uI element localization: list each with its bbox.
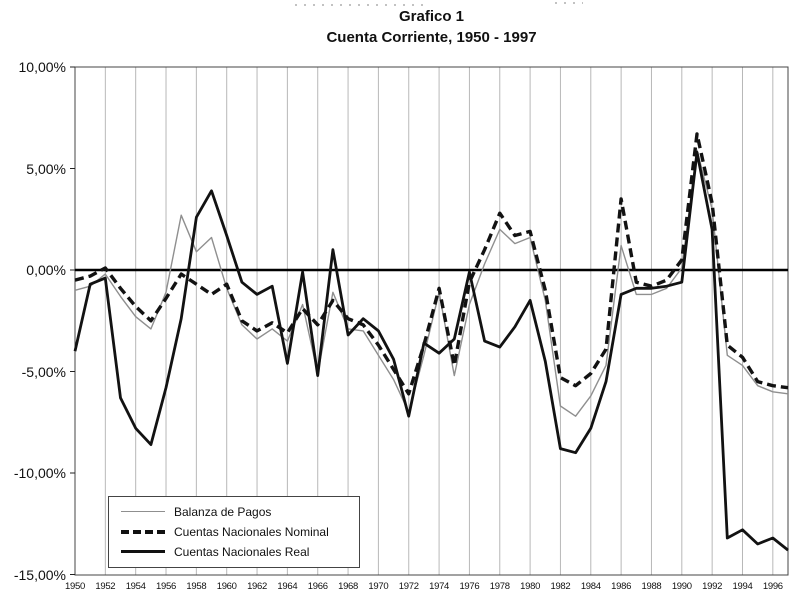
plot-border xyxy=(74,66,789,576)
x-axis-label: 1994 xyxy=(732,581,753,592)
x-axis-label: 1972 xyxy=(398,581,419,592)
x-axis-label: 1986 xyxy=(611,581,632,592)
solid-line-sample-icon xyxy=(121,550,165,553)
x-axis-label: 1968 xyxy=(338,581,359,592)
chart-title: Grafico 1 xyxy=(398,8,465,25)
legend: Balanza de Pagos Cuentas Nacionales Nomi… xyxy=(108,496,360,568)
scan-artifact xyxy=(295,4,425,6)
legend-item-balanza-de-pagos: Balanza de Pagos xyxy=(121,504,349,519)
x-axis-label: 1956 xyxy=(156,581,176,592)
x-axis-labels: 1950 1952 1954 1956 1958 1960 1962 1964 1966 1968… xyxy=(0,581,804,597)
x-axis-label: 1976 xyxy=(459,581,480,592)
legend-label: Cuentas Nacionales Real xyxy=(174,544,310,559)
chart-subtitle: Cuenta Corriente, 1950 - 1997 xyxy=(326,28,537,46)
x-axis-label: 1988 xyxy=(641,581,662,592)
series-cuentas-nacionales-nominal xyxy=(74,132,789,396)
y-axis-label: -5,00% xyxy=(21,363,66,380)
x-axis-label: 1984 xyxy=(580,581,601,592)
x-axis-label: 1950 xyxy=(65,581,85,592)
x-axis-label: 1974 xyxy=(429,581,450,592)
x-axis-label: 1990 xyxy=(671,581,692,592)
x-axis-label: 1958 xyxy=(186,581,207,592)
x-axis-label: 1962 xyxy=(247,581,267,592)
x-axis-label: 1964 xyxy=(277,581,298,592)
x-axis-label: 1992 xyxy=(702,581,723,592)
legend-label: Cuentas Nacionales Nominal xyxy=(174,524,329,539)
x-axis-label: 1952 xyxy=(95,581,116,592)
y-axis-label: -15,00% xyxy=(13,566,66,583)
legend-item-cuentas-nacionales-nominal: Cuentas Nacionales Nominal xyxy=(121,524,349,539)
x-axis-label: 1970 xyxy=(368,581,389,592)
x-axis-label: 1982 xyxy=(550,581,571,592)
chart-title-block: Grafico 1 Cuenta Corriente, 1950 - 1997 xyxy=(75,8,788,48)
y-axis-label: 10,00% xyxy=(18,59,66,75)
series-cuentas-nacionales-real xyxy=(73,150,789,552)
x-axis-label: 1960 xyxy=(216,581,237,592)
legend-label: Balanza de Pagos xyxy=(174,504,272,519)
thin-line-sample-icon xyxy=(121,511,165,512)
y-axis-labels: 10,00% 5,00% 0,00% -5,00% -10,00% -15,00% xyxy=(0,0,70,612)
dashed-line-sample-icon xyxy=(121,529,165,534)
x-axis-label: 1978 xyxy=(489,581,510,592)
y-axis-label: 5,00% xyxy=(26,160,66,177)
x-axis-label: 1966 xyxy=(307,581,328,592)
x-axis-label: 1954 xyxy=(125,581,146,592)
legend-item-cuentas-nacionales-real: Cuentas Nacionales Real xyxy=(121,544,349,559)
scan-artifact xyxy=(555,2,583,4)
y-axis-label: -10,00% xyxy=(13,465,66,481)
x-axis-label: 1996 xyxy=(762,581,783,592)
y-axis-label: 0,00% xyxy=(26,262,66,278)
x-axis-label: 1980 xyxy=(520,581,541,592)
